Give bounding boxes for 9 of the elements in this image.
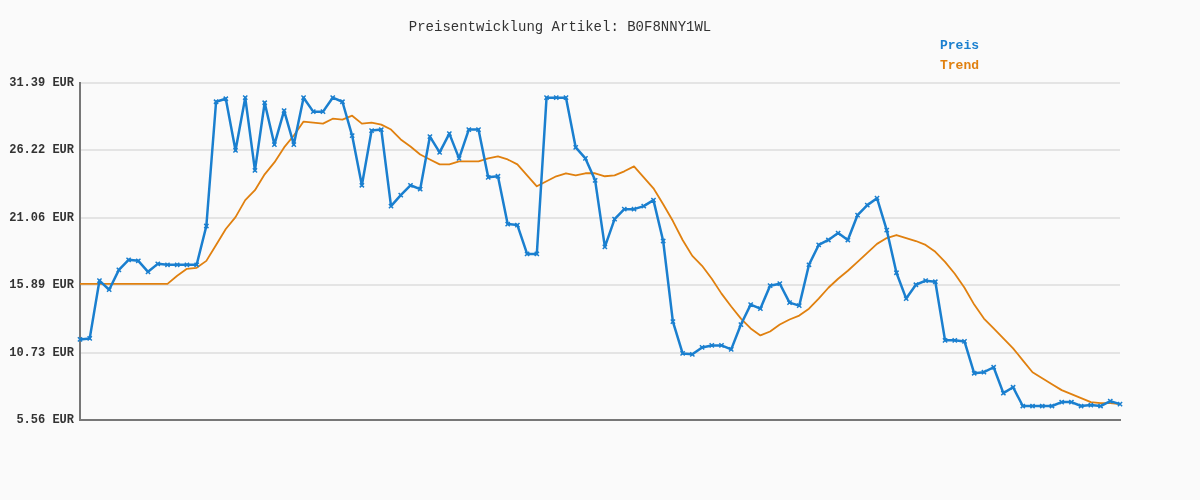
- chart-title: Preisentwicklung Artikel: B0F8NNY1WL: [408, 19, 712, 36]
- y-tick-label: 15.89 EUR: [9, 278, 75, 293]
- y-tick-label: 21.06 EUR: [9, 210, 75, 225]
- y-tick-label: 5.56 EUR: [16, 413, 75, 428]
- text: Trend: [940, 57, 980, 75]
- y-tick-label: 10.73 EUR: [9, 345, 75, 360]
- text: Preis: [940, 37, 980, 55]
- y-tick-label: 26.22 EUR: [9, 143, 75, 158]
- y-tick-label: 31.39 EUR: [9, 75, 75, 90]
